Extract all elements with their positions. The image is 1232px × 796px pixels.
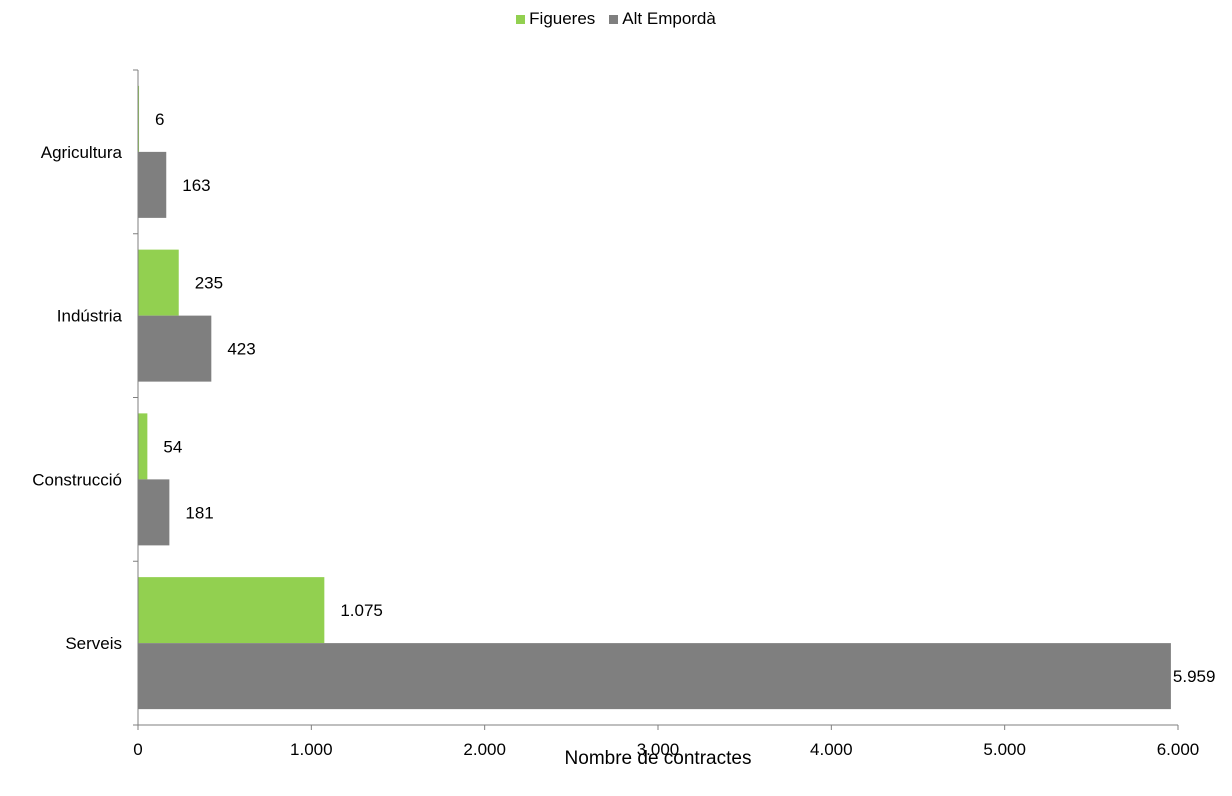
category-label-2: Construcció <box>32 470 122 489</box>
bar-figueres-1 <box>138 249 179 316</box>
data-label-figueres-3: 1.075 <box>340 601 383 620</box>
data-label-figueres-0: 6 <box>155 110 164 129</box>
x-tick-label-3: 3.000 <box>637 740 680 759</box>
x-tick-label-4: 4.000 <box>810 740 853 759</box>
legend-swatch-alt-emporda <box>609 14 619 24</box>
bar-alt-emporda-0 <box>138 151 167 218</box>
legend: Figueres Alt Empordà <box>0 9 1232 29</box>
bar-alt-emporda-2 <box>138 479 170 546</box>
x-tick-label-1: 1.000 <box>290 740 333 759</box>
x-tick-label-2: 2.000 <box>463 740 506 759</box>
data-label-figueres-1: 235 <box>195 274 223 293</box>
x-tick-label-5: 5.000 <box>983 740 1026 759</box>
x-tick-label-6: 6.000 <box>1157 740 1200 759</box>
legend-item-alt-emporda: Alt Empordà <box>609 9 716 29</box>
category-label-0: Agricultura <box>41 143 123 162</box>
data-label-alt-emporda-2: 181 <box>185 503 213 522</box>
x-tick-label-0: 0 <box>133 740 142 759</box>
legend-label-alt-emporda: Alt Empordà <box>622 9 716 28</box>
x-axis-title: Nombre de contractes <box>564 748 752 769</box>
data-label-alt-emporda-3: 5.959 <box>1173 667 1216 686</box>
bar-alt-emporda-3 <box>138 643 1171 710</box>
bar-figueres-0 <box>138 85 140 152</box>
category-label-3: Serveis <box>65 634 122 653</box>
bar-alt-emporda-1 <box>138 315 212 382</box>
legend-label-figueres: Figueres <box>529 9 596 28</box>
data-label-figueres-2: 54 <box>163 437 182 456</box>
legend-item-figueres: Figueres <box>516 9 595 29</box>
data-label-alt-emporda-0: 163 <box>182 176 210 195</box>
legend-swatch-figueres <box>516 14 526 24</box>
bar-figueres-2 <box>138 413 148 480</box>
data-label-alt-emporda-1: 423 <box>227 340 255 359</box>
category-label-1: Indústria <box>57 307 123 326</box>
bar-figueres-3 <box>138 577 325 644</box>
